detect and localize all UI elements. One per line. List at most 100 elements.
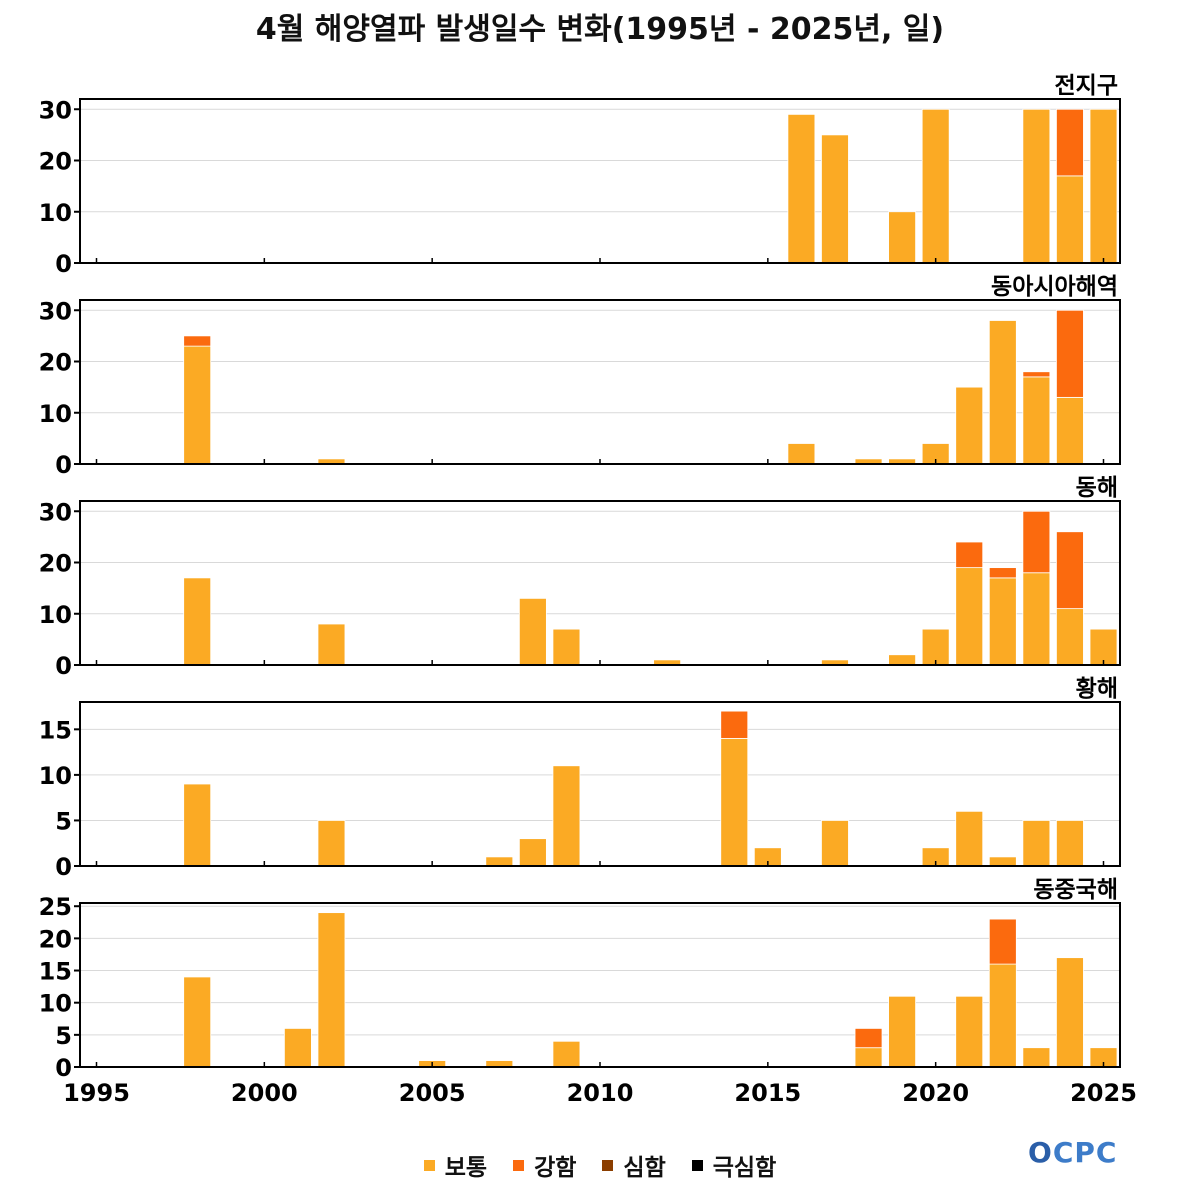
legend-label-moderate: 보통 [444,1155,488,1181]
logo-o-part: O [1028,1136,1053,1169]
xtick-label-2005: 2005 [399,1079,466,1107]
panel-1-frame [79,98,1121,264]
panel-5-bar-2022-보통 [988,963,1017,1068]
panel-5-bar-2001-보통 [283,1028,312,1068]
panel-4-bar-2014-보통 [720,738,749,867]
panel-5-bar-2023-보통 [1022,1047,1051,1068]
panel-3-ytick-label: 30 [39,498,72,526]
panel-2-bar-1998-강함 [183,335,212,347]
panel-1-bar-2016-보통 [787,113,816,264]
panel-3-bar-2009-보통 [552,628,581,666]
panel-5-ytick-label: 20 [39,925,72,953]
panel-5-bar-2009-보통 [552,1040,581,1068]
panel-3-bar-2024-강함 [1056,531,1084,610]
xtick-label-2015: 2015 [734,1079,801,1107]
panel-2-name: 동아시아해역 [991,274,1118,300]
ocpc-logo: OCPC [1028,1136,1117,1169]
panel-3-bar-2023-보통 [1022,572,1051,666]
panel-3-bar-2022-강함 [988,567,1017,579]
legend-label-strong: 강함 [534,1155,577,1181]
panel-1-bar-2023-보통 [1022,108,1051,264]
panel-4-bar-2002-보통 [317,820,346,867]
panel-5-ytick-label: 0 [55,1054,72,1082]
panel-3-name: 동해 [1076,475,1118,501]
panel-1-name: 전지구 [1055,73,1118,99]
panel-3-bar-2023-강함 [1022,510,1051,574]
legend-swatch-strong [513,1159,525,1171]
panel-4-ytick-label: 15 [39,716,72,744]
panel-1-ytick-label: 20 [39,148,72,176]
panel-2-bar-2022-보통 [988,320,1017,465]
chart-title: 4월 해양열파 발생일수 변화(1995년 - 2025년, 일) [255,12,945,47]
panel-5-bar-2019-보통 [888,995,916,1068]
panel-5-name: 동중국해 [1033,877,1118,903]
legend-item-strong: 강함 [513,1148,576,1182]
panel-5-bar-2002-보통 [317,912,346,1068]
panel-3-bar-2019-보통 [888,654,916,666]
panel-4-ytick-label: 10 [39,762,72,790]
panel-4-bar-2023-보통 [1022,820,1051,867]
panel-4-bar-2021-보통 [955,810,984,867]
xtick-label-2025: 2025 [1070,1079,1137,1107]
panel-2-bar-2024-강함 [1056,309,1084,398]
panel-3-bar-1998-보통 [183,577,212,666]
panel-2-ytick-label: 30 [39,297,72,325]
panel-1-ytick-label: 0 [55,250,72,278]
legend-item-extreme: 극심함 [691,1148,776,1182]
panel-4-bar-2009-보통 [552,765,581,867]
panel-4-bar-2008-보통 [518,838,547,867]
panel-5-bar-2018-강함 [854,1028,883,1049]
xtick-label-2000: 2000 [231,1079,298,1107]
legend: 보통 강함 심함 극심함 [0,1148,1200,1182]
panel-2-ytick-label: 20 [39,349,72,377]
panel-1-bar-2017-보통 [821,134,849,264]
panel-5-bar-2024-보통 [1056,957,1084,1068]
panel-2-ytick-label: 10 [39,400,72,428]
panel-5-ytick-label: 15 [39,958,72,986]
panel-3-bar-2002-보통 [317,623,346,666]
panel-3-ytick-label: 20 [39,550,72,578]
panel-2-bar-2024-보통 [1056,396,1084,465]
panel-4-bar-2014-강함 [720,710,749,739]
panel-3-bar-2021-강함 [955,541,984,569]
logo-rest: CPC [1052,1136,1118,1169]
panel-4-bar-2007-보통 [485,856,514,867]
xtick-label-2020: 2020 [902,1079,969,1107]
panel-3-ytick-label: 10 [39,601,72,629]
legend-item-moderate: 보통 [423,1148,488,1182]
panel-1-bar-2024-강함 [1056,108,1084,177]
legend-swatch-moderate [423,1159,435,1171]
panel-2-bar-2021-보통 [955,386,984,465]
panel-5-bar-2022-강함 [988,918,1017,965]
legend-item-severe: 심함 [602,1148,666,1182]
xtick-label-2010: 2010 [567,1079,634,1107]
panel-2-bar-1998-보통 [183,345,212,465]
panel-3-bar-2020-보통 [921,628,950,666]
panel-3-ytick-label: 0 [55,652,72,680]
panel-3-bar-2008-보통 [518,597,547,666]
legend-swatch-severe [602,1159,614,1171]
panel-1-bar-2024-보통 [1056,175,1084,264]
panel-5-bar-2021-보통 [955,995,984,1068]
panel-3-bar-2025-보통 [1089,628,1118,666]
panel-1-bar-2020-보통 [921,108,950,264]
panel-2-bar-2023-보통 [1022,376,1051,465]
panel-5-ytick-label: 5 [55,1022,72,1050]
panel-3-bar-2022-보통 [988,577,1017,666]
panel-4-bar-2022-보통 [988,856,1017,867]
legend-swatch-extreme [691,1159,703,1171]
panel-4-name: 황해 [1076,676,1118,702]
panel-3-bar-2024-보통 [1056,608,1084,666]
panel-4-bar-1998-보통 [183,783,212,867]
panel-1-ytick-label: 30 [39,96,72,124]
panel-2-bar-2023-강함 [1022,371,1051,378]
panel-3-bar-2021-보통 [955,567,984,666]
panel-2-ytick-label: 0 [55,451,72,479]
panel-5-bar-1998-보통 [183,976,212,1068]
xtick-label-1995: 1995 [63,1079,130,1107]
panel-1-bar-2019-보통 [888,211,916,264]
panel-1-ytick-label: 10 [39,199,72,227]
panel-4-bar-2024-보통 [1056,820,1084,867]
panel-4-ytick-label: 0 [55,853,72,881]
panel-2-bar-2016-보통 [787,443,816,465]
